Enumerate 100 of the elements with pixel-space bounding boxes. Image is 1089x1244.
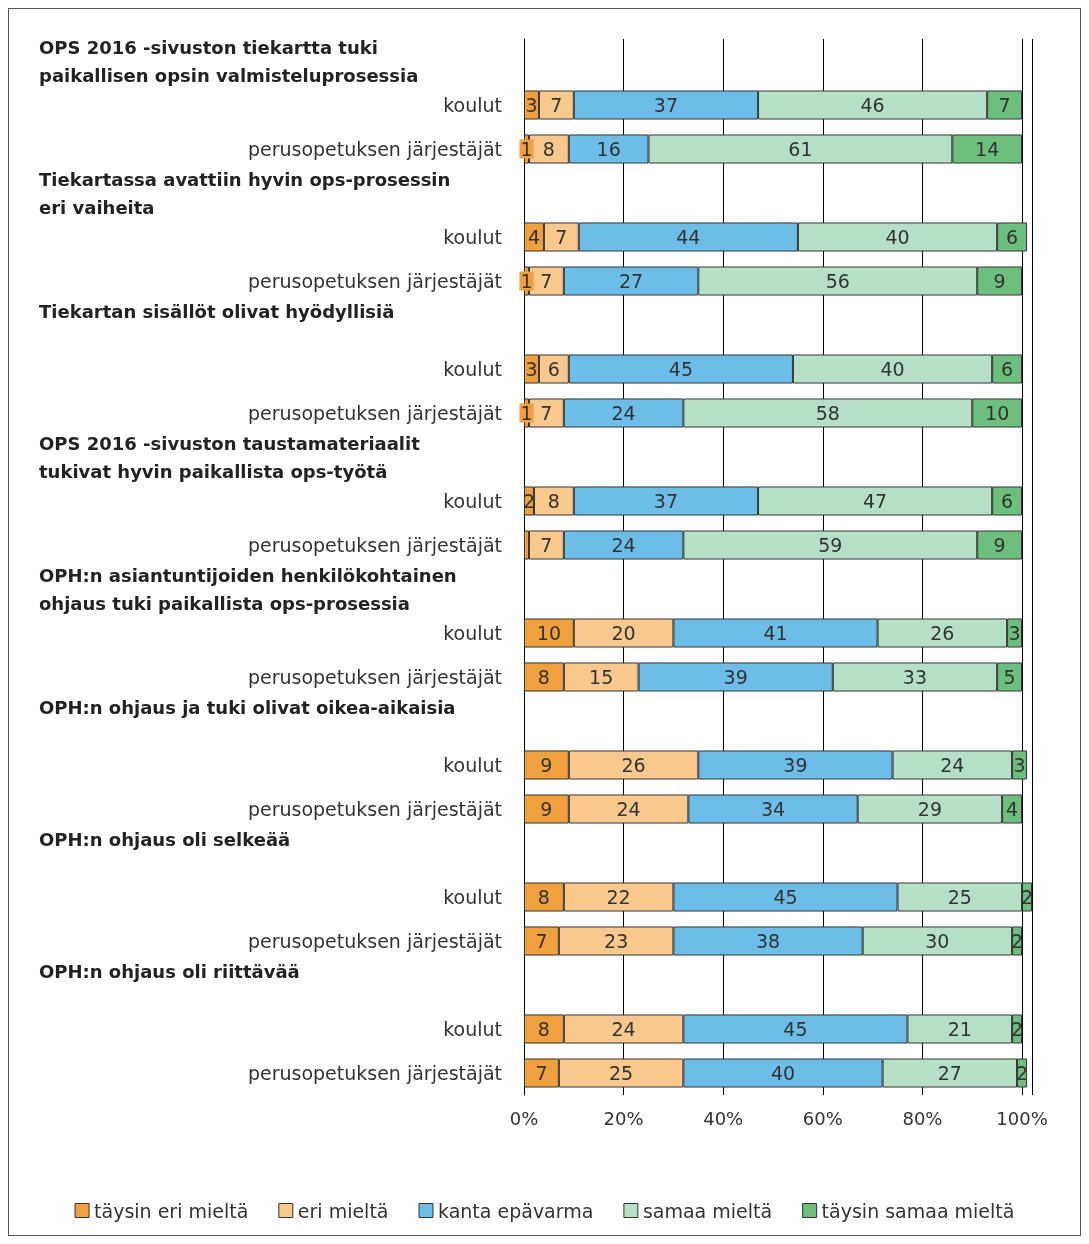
- data-label: 9: [540, 798, 553, 820]
- data-label: 29: [917, 798, 942, 820]
- data-label: 27: [618, 270, 644, 292]
- data-label: 8: [547, 490, 560, 512]
- y-tick-label: koulut: [443, 94, 502, 116]
- legend-label: kanta epävarma: [438, 1199, 594, 1222]
- text: OPS 2016 -sivuston taustamateriaalit tukivat hyvin paikallista ops-työtä: [39, 432, 427, 482]
- y-tick-label: perusopetuksen järjestäjät: [247, 666, 502, 688]
- data-label: 40: [880, 358, 905, 380]
- x-tick-label: 100%: [996, 1107, 1048, 1129]
- y-tick-label: koulut: [443, 358, 502, 380]
- data-label: 7: [535, 930, 548, 952]
- x-tick-label: 60%: [802, 1107, 843, 1129]
- text: OPH:n ohjaus oli selkeää: [39, 828, 291, 850]
- data-label: 39: [723, 666, 748, 688]
- text: Tiekartassa avattiin hyvin ops-prosessin eri vaiheita: [39, 168, 457, 218]
- data-label: 34: [760, 798, 786, 820]
- data-label: 24: [616, 798, 641, 820]
- y-tick-label: perusopetuksen järjestäjät: [247, 138, 502, 160]
- y-tick-label: perusopetuksen järjestäjät: [247, 1062, 502, 1084]
- data-label: 7: [998, 94, 1011, 116]
- data-label: 1: [520, 402, 533, 424]
- data-label: 3: [525, 358, 538, 380]
- y-tick-label: perusopetuksen järjestäjät: [247, 930, 502, 952]
- data-label: 2: [1020, 886, 1034, 908]
- data-label: 7: [540, 270, 553, 292]
- data-label: 26: [930, 622, 955, 644]
- data-label: 59: [818, 534, 843, 556]
- data-label: 7: [540, 534, 553, 556]
- y-tick-label: koulut: [443, 226, 502, 248]
- legend-label: samaa mieltä: [642, 1199, 773, 1222]
- data-label: 45: [773, 886, 798, 908]
- data-label: 27: [937, 1062, 962, 1084]
- y-tick-label: perusopetuksen järjestäjät: [247, 534, 502, 556]
- data-label: 33: [902, 666, 928, 688]
- data-label: 9: [993, 270, 1006, 292]
- data-label: 26: [621, 754, 646, 776]
- y-tick-label: perusopetuksen järjestäjät: [247, 270, 502, 292]
- data-label: 6: [1001, 358, 1014, 380]
- data-label: 58: [815, 402, 840, 424]
- data-label: 25: [609, 1062, 634, 1084]
- text: OPH:n asiantuntijoiden henkilökohtainen ohjaus tuki paikallista ops-prosessia: [39, 564, 463, 614]
- legend-label: eri mieltä: [297, 1199, 389, 1222]
- data-label: 3: [1013, 754, 1026, 776]
- data-label: 45: [668, 358, 693, 380]
- data-label: 16: [596, 138, 621, 160]
- data-label: 4: [527, 226, 541, 248]
- data-label: 7: [540, 402, 553, 424]
- data-label: 9: [540, 754, 553, 776]
- data-label: 4: [1006, 798, 1019, 820]
- data-label: 10: [536, 622, 561, 644]
- data-label: 61: [788, 138, 813, 160]
- y-tick-label: perusopetuksen järjestäjät: [247, 402, 502, 424]
- data-label: 25: [947, 886, 972, 908]
- text: Tiekartan sisällöt olivat hyödyllisiä: [39, 300, 395, 322]
- y-tick-label: koulut: [443, 622, 502, 644]
- data-label: 1: [520, 270, 533, 292]
- data-label: 10: [985, 402, 1010, 424]
- data-label: 3: [1008, 622, 1021, 644]
- data-label: 24: [611, 402, 636, 424]
- data-label: 45: [783, 1018, 808, 1040]
- text: OPH:n ohjaus ja tuki olivat oikea-aikaisia: [39, 696, 456, 718]
- data-label: 44: [676, 226, 701, 248]
- y-tick-label: perusopetuksen järjestäjät: [247, 798, 502, 820]
- data-label: 41: [763, 622, 788, 644]
- data-label: 7: [550, 94, 563, 116]
- data-label: 21: [947, 1018, 972, 1040]
- data-label: 1: [520, 138, 533, 160]
- data-label: 24: [940, 754, 965, 776]
- data-label: 56: [825, 270, 850, 292]
- text: OPH:n ohjaus oli riittävää: [39, 960, 300, 982]
- data-label: 23: [604, 930, 629, 952]
- data-label: 9: [993, 534, 1006, 556]
- data-label: 7: [555, 226, 568, 248]
- data-label: 6: [547, 358, 560, 380]
- x-tick-label: 40%: [703, 1107, 744, 1129]
- y-tick-label: koulut: [443, 886, 502, 908]
- x-tick-label: 20%: [603, 1107, 644, 1129]
- data-label: 3: [525, 94, 538, 116]
- data-label: 8: [537, 666, 550, 688]
- x-tick-label: 0%: [509, 1107, 539, 1129]
- legend-label: täysin samaa mieltä: [821, 1199, 1015, 1222]
- data-label: 8: [537, 1018, 550, 1040]
- data-label: 22: [606, 886, 631, 908]
- data-label: 5: [1003, 666, 1016, 688]
- data-label: 40: [885, 226, 910, 248]
- data-label: 37: [653, 490, 679, 512]
- data-label: 37: [653, 94, 679, 116]
- data-label: 15: [589, 666, 614, 688]
- data-label: 8: [537, 886, 550, 908]
- data-label: 8: [542, 138, 555, 160]
- data-label: 20: [611, 622, 636, 644]
- y-tick-label: koulut: [443, 1018, 502, 1040]
- data-label: 30: [925, 930, 950, 952]
- text: OPS 2016 -sivuston tiekartta tuki paikallisen opsin valmisteluprosessia: [39, 36, 419, 86]
- data-label: 24: [611, 534, 636, 556]
- data-label: 39: [783, 754, 808, 776]
- data-label: 14: [975, 138, 1000, 160]
- legend-label: täysin eri mieltä: [94, 1199, 249, 1222]
- data-label: 40: [770, 1062, 796, 1084]
